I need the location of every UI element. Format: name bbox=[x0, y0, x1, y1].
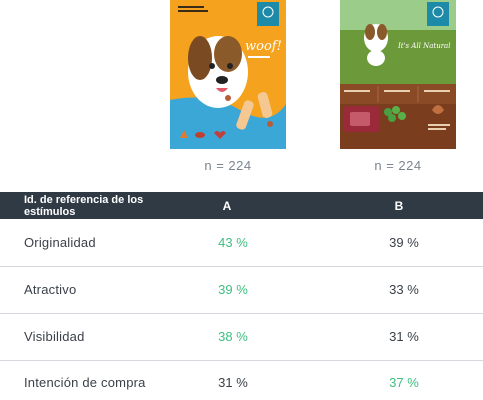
table-row-atractivo: Atractivo 39 % 33 % bbox=[0, 266, 483, 314]
value-b: 33 % bbox=[389, 282, 419, 297]
brand-badge-icon bbox=[427, 2, 449, 26]
table-row-intencion-de-compra: Intención de compra 31 % 37 % bbox=[0, 360, 483, 400]
row-label: Visibilidad bbox=[24, 329, 85, 344]
header-column-b: B bbox=[394, 199, 404, 213]
value-a: 31 % bbox=[218, 375, 248, 390]
svg-text:woof!: woof! bbox=[245, 39, 282, 54]
stimulus-b-package-graphic: It's All Natural bbox=[340, 0, 456, 149]
value-b: 31 % bbox=[389, 329, 419, 344]
row-label: Intención de compra bbox=[24, 375, 146, 390]
header-column-a: A bbox=[222, 199, 232, 213]
table-header: Id. de referencia de los estímulos A B bbox=[0, 192, 483, 219]
row-label: Atractivo bbox=[24, 282, 77, 297]
leaf-icon bbox=[432, 105, 444, 114]
table-row-visibilidad: Visibilidad 38 % 31 % bbox=[0, 313, 483, 361]
stimulus-b-image: It's All Natural bbox=[340, 0, 456, 149]
stimulus-a-image: woof! bbox=[170, 0, 286, 149]
value-a: 39 % bbox=[218, 282, 248, 297]
svg-text:It's All Natural: It's All Natural bbox=[397, 42, 450, 50]
value-a: 38 % bbox=[218, 329, 248, 344]
value-a: 43 % bbox=[218, 235, 248, 250]
value-b: 37 % bbox=[389, 375, 419, 390]
header-label-stimulus-reference: Id. de referencia de los estímulos bbox=[24, 194, 144, 218]
table-row-originalidad: Originalidad 43 % 39 % bbox=[0, 219, 483, 267]
sample-size-a: n = 224 bbox=[204, 158, 252, 173]
row-label: Originalidad bbox=[24, 235, 96, 250]
stimulus-a-package-graphic: woof! bbox=[170, 0, 286, 149]
value-b: 39 % bbox=[389, 235, 419, 250]
brand-badge-icon bbox=[257, 2, 279, 26]
sample-size-b: n = 224 bbox=[374, 158, 422, 173]
